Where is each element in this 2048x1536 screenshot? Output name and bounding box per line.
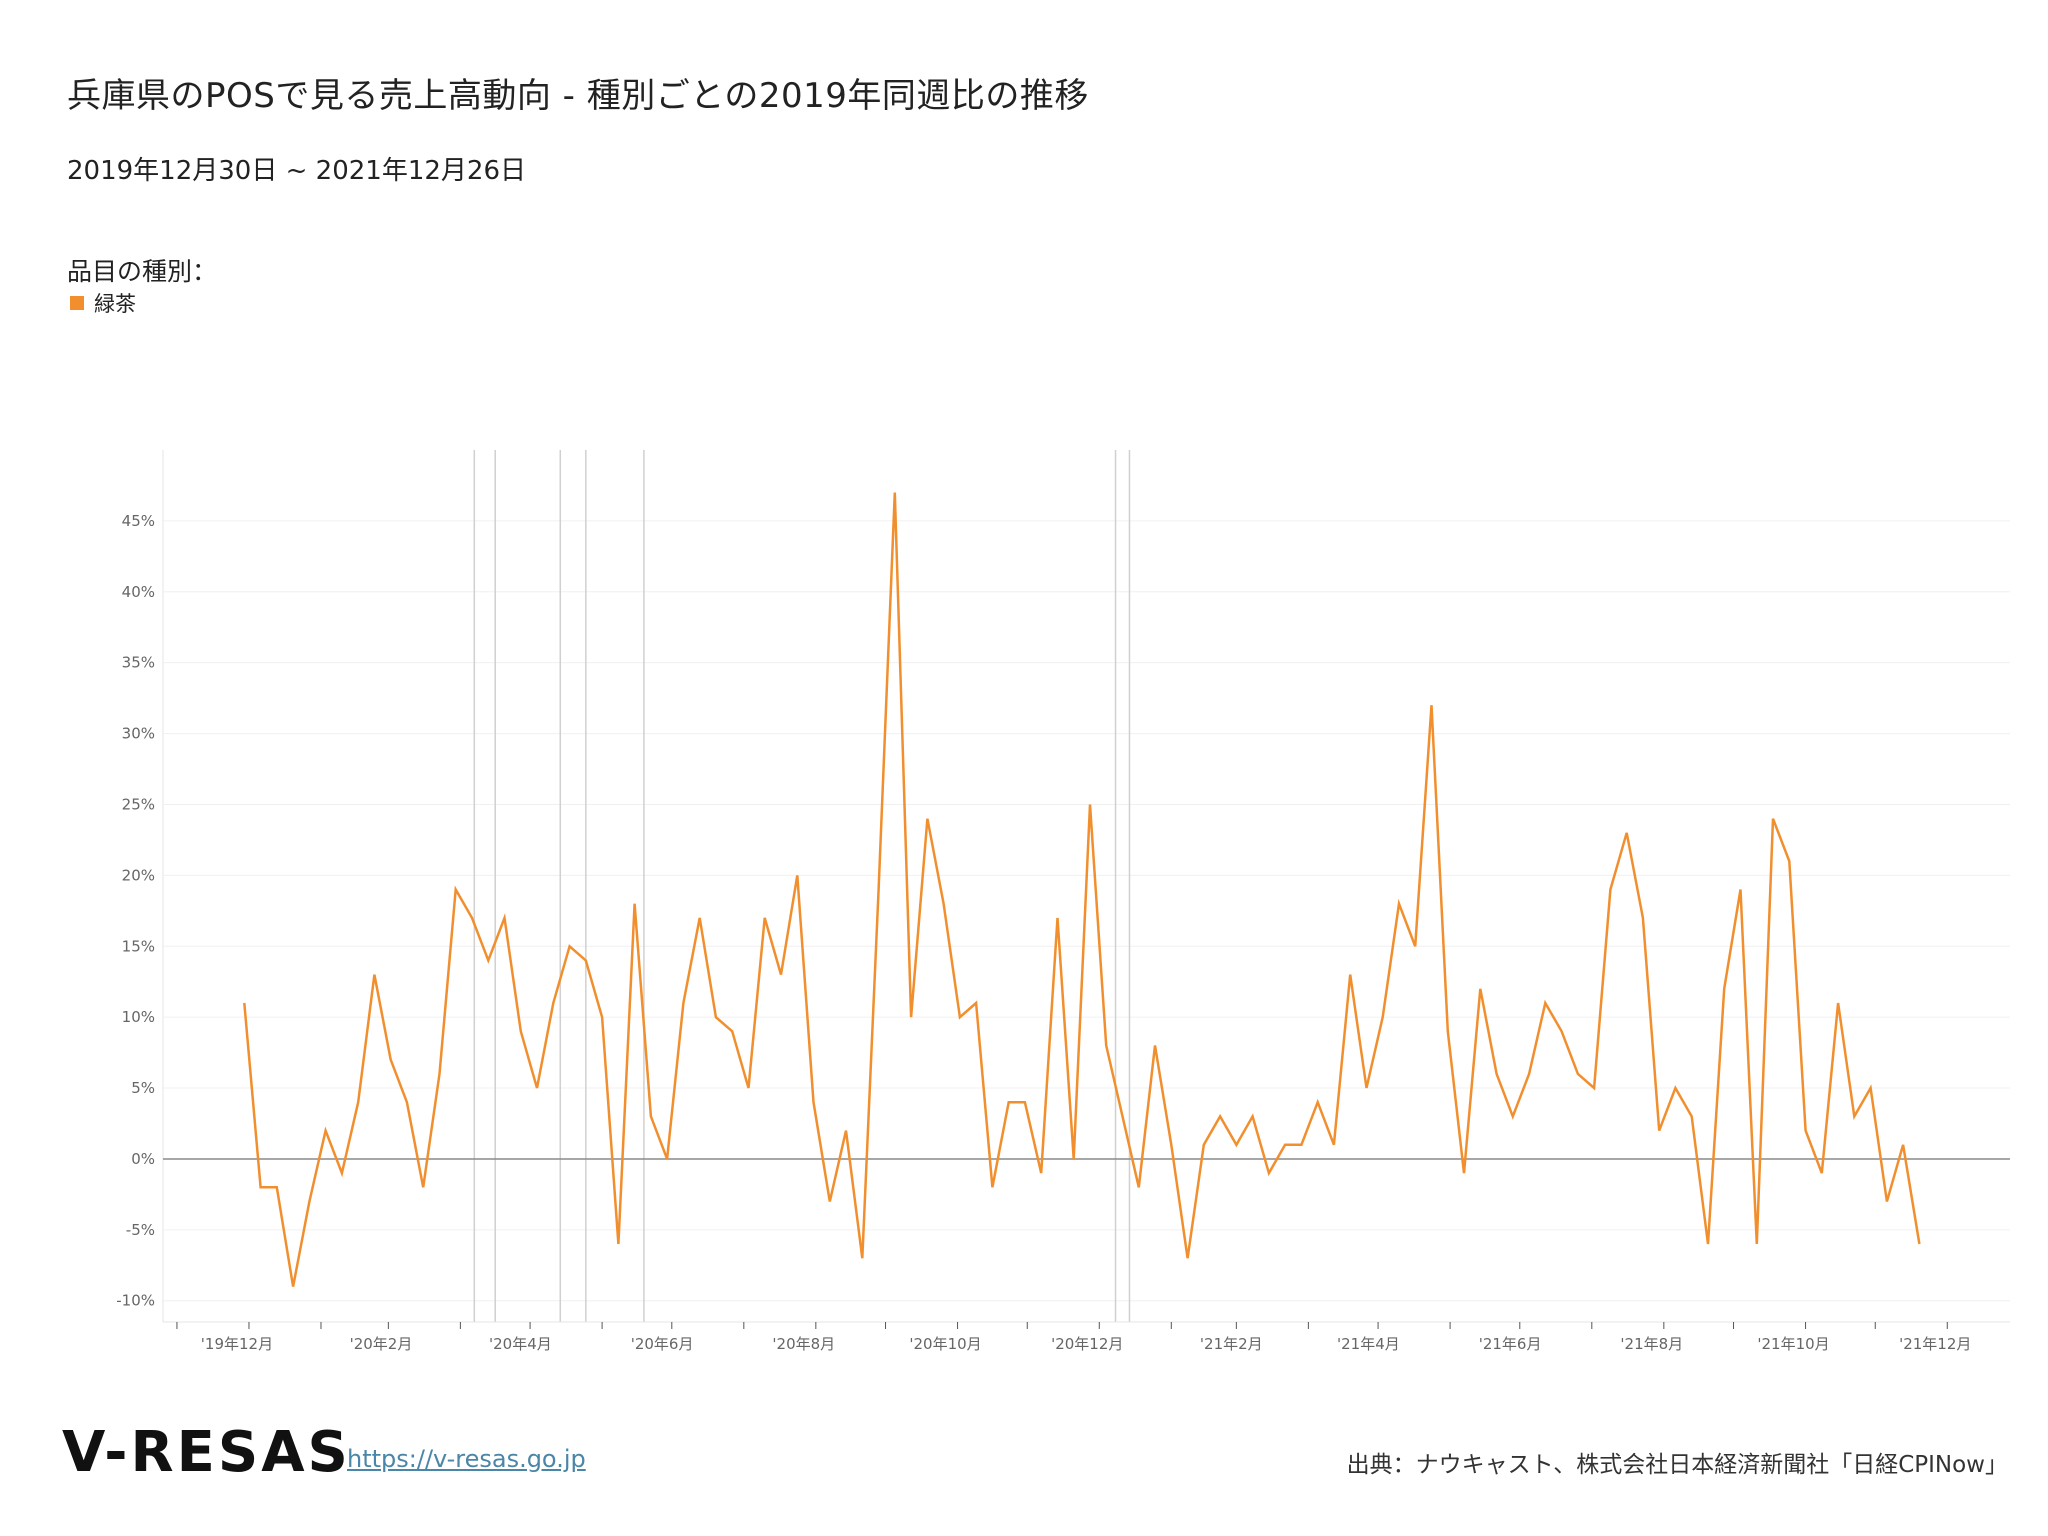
- y-tick-label: -5%: [126, 1221, 155, 1239]
- page-title: 兵庫県のPOSで見る売上高動向 - 種別ごとの2019年同週比の推移: [67, 76, 1089, 116]
- y-tick-label: 35%: [122, 654, 155, 672]
- x-tick-label: '20年2月: [350, 1335, 413, 1353]
- y-tick-label: 20%: [122, 866, 155, 884]
- x-tick-label: '21年2月: [1200, 1335, 1263, 1353]
- x-tick-label: '20年4月: [489, 1335, 552, 1353]
- y-tick-label: 25%: [122, 795, 155, 813]
- legend-swatch: [70, 296, 84, 310]
- v-resas-logo: V-RESAS: [62, 1420, 351, 1485]
- x-tick-label: '21年6月: [1479, 1335, 1542, 1353]
- legend-item-label: 緑茶: [94, 292, 136, 316]
- legend-title: 品目の種別：: [67, 257, 218, 286]
- x-tick-label: '19年12月: [201, 1335, 273, 1353]
- series-line-緑茶: [243, 492, 1921, 1287]
- site-link[interactable]: https://v-resas.go.jp: [347, 1445, 586, 1473]
- y-tick-label: 0%: [131, 1150, 155, 1168]
- y-tick-label: 10%: [122, 1008, 155, 1026]
- source-note: 出典：ナウキャスト、株式会社日本経済新聞社「日経CPINow」: [1346, 1452, 2008, 1478]
- x-tick-label: '21年8月: [1620, 1335, 1683, 1353]
- date-range: 2019年12月30日 ~ 2021年12月26日: [67, 156, 526, 186]
- y-tick-label: 40%: [122, 583, 155, 601]
- y-tick-label: 30%: [122, 725, 155, 743]
- y-tick-label: 15%: [122, 937, 155, 955]
- x-tick-label: '20年8月: [772, 1335, 835, 1353]
- x-tick-label: '21年12月: [1899, 1335, 1971, 1353]
- y-tick-label: 5%: [131, 1079, 155, 1097]
- x-tick-label: '20年12月: [1051, 1335, 1123, 1353]
- x-tick-label: '21年10月: [1757, 1335, 1829, 1353]
- x-tick-label: '20年10月: [909, 1335, 981, 1353]
- legend-item-green-tea[interactable]: 緑茶: [70, 288, 136, 318]
- x-tick-label: '20年6月: [631, 1335, 694, 1353]
- y-tick-label: 45%: [122, 512, 155, 530]
- y-tick-label: -10%: [116, 1292, 155, 1310]
- x-tick-label: '21年4月: [1337, 1335, 1400, 1353]
